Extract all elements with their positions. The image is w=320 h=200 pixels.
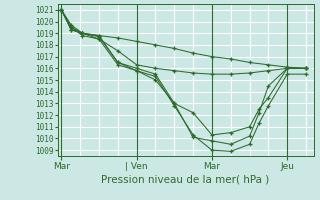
X-axis label: Pression niveau de la mer( hPa ): Pression niveau de la mer( hPa ) — [101, 175, 270, 185]
